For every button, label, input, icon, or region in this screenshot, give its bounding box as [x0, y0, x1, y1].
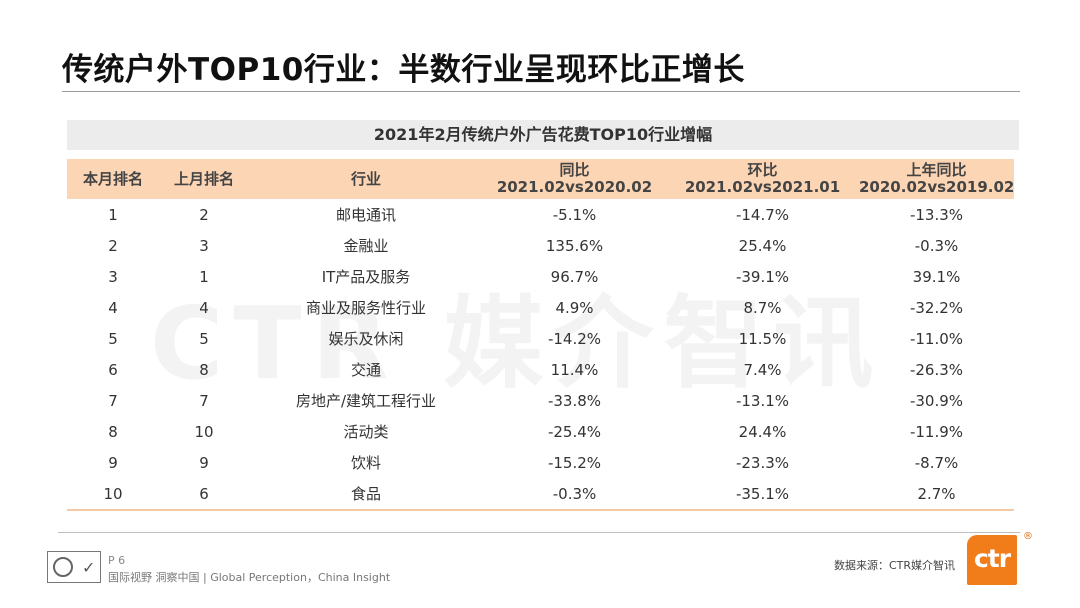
watermark: CTR 媒介智讯	[150, 285, 884, 402]
footer-divider	[58, 532, 1020, 533]
table-cell: -0.3%	[914, 236, 959, 255]
table-cell: -35.1%	[666, 478, 859, 511]
table-cell: IT产品及服务	[321, 268, 411, 286]
table-cell: 24.4%	[738, 422, 787, 441]
table-cell: 4.9%	[555, 298, 594, 317]
table-cell: 饮料	[350, 454, 381, 472]
table-cell: -14.2%	[547, 329, 602, 348]
table-cell: 活动类	[343, 423, 389, 441]
table-cell: 7.4%	[743, 360, 782, 379]
table-caption: 2021年2月传统户外广告花费TOP10行业增幅	[67, 120, 1019, 150]
page-title: 传统户外TOP10行业：半数行业呈现环比正增长	[62, 52, 745, 88]
table-cell: -33.8%	[547, 391, 602, 410]
table-cell: 房地产/建筑工程行业	[295, 392, 437, 410]
table-cell: -32.2%	[909, 298, 964, 317]
table-cell: 6	[159, 478, 249, 511]
column-header: 上月排名	[173, 169, 234, 188]
table-row: 7 7 房地产/建筑工程行业 -33.8% -13.1% -30.9%	[67, 385, 1014, 416]
table-cell: 6	[108, 360, 118, 379]
table-cell: 11.5%	[738, 329, 787, 348]
table-row: 2 3 金融业 135.6% 25.4% -0.3%	[67, 230, 1014, 261]
table-cell: 4	[199, 298, 209, 317]
table-cell: 25.4%	[738, 236, 787, 255]
table-cell: 1	[199, 267, 209, 286]
table-cell: 2.7%	[859, 478, 1014, 511]
ctr-logo: ctr	[967, 535, 1017, 585]
industry-growth-table: 本月排名 上月排名 行业 同比 2021.02vs2020.02 环比 2021.02vs2…	[67, 159, 1014, 511]
table-cell: -14.7%	[735, 205, 790, 224]
table-row: 1 2 邮电通讯 -5.1% -14.7% -13.3%	[67, 199, 1014, 230]
table-cell: 2	[199, 205, 209, 224]
table-cell: 7	[108, 391, 118, 410]
table-body: 1 2 邮电通讯 -5.1% -14.7% -13.3% 2 3 金融业 135.6% 25.4% -…	[67, 199, 1014, 511]
table-cell: -13.3%	[909, 205, 964, 224]
page-number: P 6	[108, 554, 126, 567]
table-cell: 9	[199, 453, 209, 472]
table-row: 4 4 商业及服务性行业 4.9% 8.7% -32.2%	[67, 292, 1014, 323]
table-cell: 11.4%	[550, 360, 599, 379]
table-cell: 9	[108, 453, 118, 472]
table-cell: 5	[199, 329, 209, 348]
table-row: 8 10 活动类 -25.4% 24.4% -11.9%	[67, 416, 1014, 447]
table-cell: -0.3%	[483, 478, 666, 511]
table-cell: 商业及服务性行业	[305, 299, 426, 317]
table-row: 3 1 IT产品及服务 96.7% -39.1% 39.1%	[67, 261, 1014, 292]
column-header: 上年同比 2020.02vs2019.02	[859, 161, 1015, 196]
table-cell: 96.7%	[550, 267, 599, 286]
table-row: 9 9 饮料 -15.2% -23.3% -8.7%	[67, 447, 1014, 478]
table-row: 5 5 娱乐及休闲 -14.2% 11.5% -11.0%	[67, 323, 1014, 354]
table-cell: 8	[199, 360, 209, 379]
table-row: 6 8 交通 11.4% 7.4% -26.3%	[67, 354, 1014, 385]
table-header-row: 本月排名 上月排名 行业 同比 2021.02vs2020.02 环比 2021.02vs2…	[67, 159, 1014, 199]
table-cell: -30.9%	[909, 391, 964, 410]
table-cell: 交通	[350, 361, 381, 379]
table-cell: -11.9%	[909, 422, 964, 441]
table-cell: 食品	[249, 478, 483, 511]
table-cell: -25.4%	[547, 422, 602, 441]
column-header: 本月排名	[82, 169, 143, 188]
column-header: 同比 2021.02vs2020.02	[496, 161, 653, 196]
column-header: 行业	[350, 169, 381, 188]
table-cell: -13.1%	[735, 391, 790, 410]
table-cell: 135.6%	[545, 236, 604, 255]
table-cell: 7	[199, 391, 209, 410]
certification-badge: ✓	[47, 551, 101, 583]
table-cell: -8.7%	[914, 453, 959, 472]
table-cell: 10	[194, 422, 214, 441]
table-cell: 39.1%	[912, 267, 961, 286]
table-cell: -23.3%	[735, 453, 790, 472]
table-cell: 邮电通讯	[335, 206, 396, 224]
seal-icon	[52, 557, 73, 577]
table-cell: 3	[108, 267, 118, 286]
table-cell: 1	[108, 205, 118, 224]
registered-mark: ®	[1023, 531, 1033, 542]
table-cell: -26.3%	[909, 360, 964, 379]
table-cell: -5.1%	[552, 205, 597, 224]
table-cell: -39.1%	[735, 267, 790, 286]
table-cell: 8	[108, 422, 118, 441]
check-icon: ✓	[81, 557, 96, 577]
table-cell: 8.7%	[743, 298, 782, 317]
column-header: 环比 2021.02vs2021.01	[684, 161, 841, 196]
table-cell: 3	[199, 236, 209, 255]
data-source: 数据来源：CTR媒介智讯	[834, 559, 956, 572]
table-container: 2021年2月传统户外广告花费TOP10行业增幅 本月排名 上月排名 行业 同比 202…	[67, 120, 1019, 511]
table-row: 10 6 食品 -0.3% -35.1% 2.7%	[67, 478, 1014, 511]
table-cell: 5	[108, 329, 118, 348]
table-cell: -11.0%	[909, 329, 964, 348]
table-cell: 4	[108, 298, 118, 317]
table-cell: 2	[108, 236, 118, 255]
footer-tagline: 国际视野 洞察中国 | Global Perception，China Insi…	[108, 571, 391, 584]
table-cell: -15.2%	[547, 453, 602, 472]
table-cell: 10	[67, 478, 159, 511]
title-divider	[62, 91, 1020, 92]
table-cell: 娱乐及休闲	[328, 330, 404, 348]
table-cell: 金融业	[343, 237, 389, 255]
